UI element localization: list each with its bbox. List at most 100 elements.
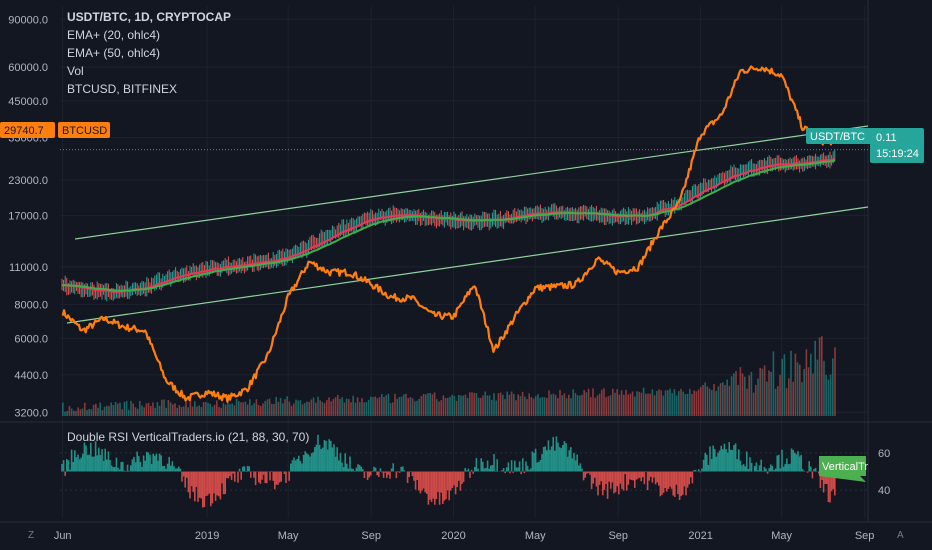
volume-bar	[680, 388, 682, 416]
volume-bar	[508, 394, 511, 416]
volume-bar	[436, 399, 438, 416]
volume-bar	[543, 397, 546, 416]
x-tick-label: 2019	[195, 530, 219, 542]
volume-bar	[304, 403, 306, 416]
volume-bar	[383, 396, 385, 416]
volume-bar	[539, 397, 541, 416]
volume-bar	[268, 398, 271, 416]
volume-bar	[372, 397, 374, 416]
volume-bar	[702, 384, 704, 416]
x-tick-label: Sep	[855, 530, 875, 542]
legend-vol[interactable]: Vol	[67, 64, 84, 78]
volume-bar	[664, 390, 667, 416]
volume-bar	[295, 399, 297, 416]
volume-bar	[178, 405, 181, 416]
volume-bar	[660, 390, 662, 416]
volume-bar	[678, 391, 680, 416]
volume-bar	[128, 409, 130, 416]
volume-bar	[271, 403, 273, 416]
volume-bar	[614, 392, 616, 416]
volume-bar	[757, 378, 759, 416]
volume-bar	[616, 389, 618, 416]
legend-ema50[interactable]: EMA+ (50, ohlc4)	[67, 46, 161, 60]
volume-bar	[656, 390, 658, 416]
volume-bar	[407, 398, 409, 416]
rsi-panel	[61, 434, 836, 508]
auto-scale-button[interactable]: A	[897, 530, 904, 541]
volume-bar	[117, 403, 119, 416]
volume-bar	[612, 388, 614, 416]
volume-bar	[453, 395, 456, 416]
volume-bar	[565, 398, 568, 416]
volume-bar	[235, 398, 238, 416]
volume-bar	[398, 396, 401, 416]
volume-bar	[194, 401, 196, 416]
volume-bar	[717, 386, 720, 416]
volume-bar	[354, 402, 357, 416]
legend-title[interactable]: USDT/BTC, 1D, CRYPTOCAP	[67, 10, 232, 24]
volume-bar	[112, 404, 115, 416]
volume-bar	[315, 402, 317, 416]
ema50-line	[62, 159, 836, 292]
volume-bar	[550, 394, 552, 416]
volume-bar	[75, 410, 77, 416]
volume-bar	[165, 407, 167, 416]
x-tick-label: Jun	[54, 530, 72, 542]
volume-bar	[719, 383, 722, 416]
volume-bar	[455, 400, 458, 416]
volume-bar	[779, 374, 781, 416]
rsi-tick-label: 40	[878, 485, 890, 497]
ema20-line	[62, 157, 836, 294]
volume-bar	[68, 406, 71, 416]
volume-bar	[196, 406, 198, 416]
volume-bar	[581, 394, 583, 416]
volume-bar	[532, 398, 535, 416]
volume-bar	[187, 407, 189, 416]
btcusd-line	[61, 65, 836, 403]
volume-bar	[814, 340, 816, 416]
volume-bar	[486, 395, 489, 416]
legend-ema20[interactable]: EMA+ (20, ohlc4)	[67, 28, 161, 42]
volume-bar	[568, 394, 570, 416]
volume-bar	[88, 408, 90, 416]
volume-bar	[752, 392, 755, 416]
volume-bar	[427, 393, 429, 416]
volume-bar	[781, 358, 783, 416]
volume-bar	[328, 397, 330, 416]
trend-channel[interactable]	[66, 125, 869, 324]
volume-bar	[524, 396, 526, 416]
rsi-legend[interactable]: Double RSI VerticalTraders.io (21, 88, 3…	[67, 430, 310, 444]
volume-bar	[403, 394, 405, 416]
volume-bar	[711, 390, 713, 416]
volume-bar	[363, 402, 365, 416]
volume-bar	[345, 398, 348, 416]
volume-bar	[682, 391, 684, 416]
volume-bar	[110, 402, 112, 416]
volume-bar	[473, 392, 475, 416]
volume-bar	[737, 384, 739, 416]
volume-bar	[438, 401, 440, 416]
volume-bar	[596, 395, 599, 416]
volume-bar	[627, 394, 629, 416]
volume-bar	[99, 402, 101, 416]
volume-bar	[200, 406, 203, 416]
volume-bar	[810, 353, 812, 416]
channel-lower-line	[66, 206, 869, 324]
volume-bar	[506, 391, 508, 416]
volume-bar	[825, 375, 827, 416]
volume-bar	[552, 393, 555, 416]
zoom-button[interactable]: Z	[28, 530, 35, 541]
volume-bar	[788, 378, 790, 416]
volume-bar	[458, 394, 460, 416]
volume-bar	[827, 379, 830, 416]
volume-bar	[73, 410, 75, 416]
volume-bar	[141, 405, 143, 416]
volume-bar	[220, 407, 222, 416]
volume-bar	[541, 397, 544, 416]
volume-bar	[400, 396, 403, 416]
volume-bar	[299, 400, 302, 416]
volume-bar	[66, 410, 68, 416]
volume-bar	[411, 398, 414, 416]
legend-compare[interactable]: BTCUSD, BITFINEX	[67, 82, 178, 96]
